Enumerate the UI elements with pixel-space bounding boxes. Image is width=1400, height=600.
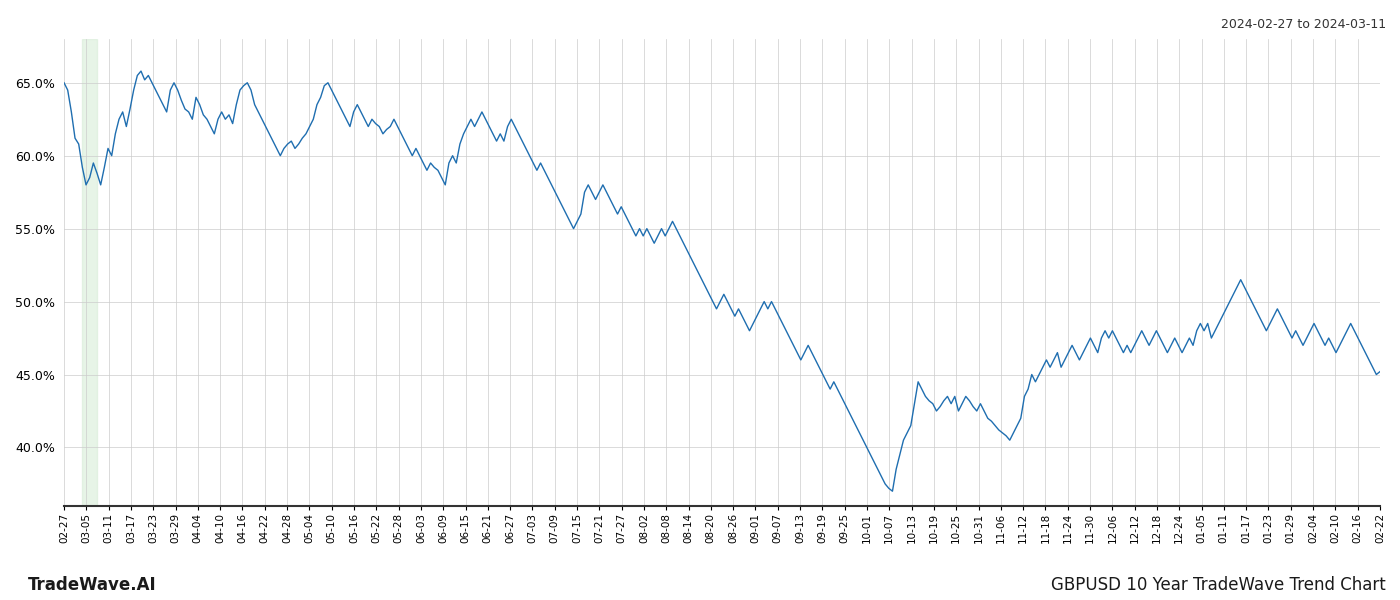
Text: TradeWave.AI: TradeWave.AI [28, 576, 157, 594]
Bar [81, 39, 98, 506]
Text: 2024-02-27 to 2024-03-11: 2024-02-27 to 2024-03-11 [1221, 18, 1386, 31]
Text: GBPUSD 10 Year TradeWave Trend Chart: GBPUSD 10 Year TradeWave Trend Chart [1051, 576, 1386, 594]
